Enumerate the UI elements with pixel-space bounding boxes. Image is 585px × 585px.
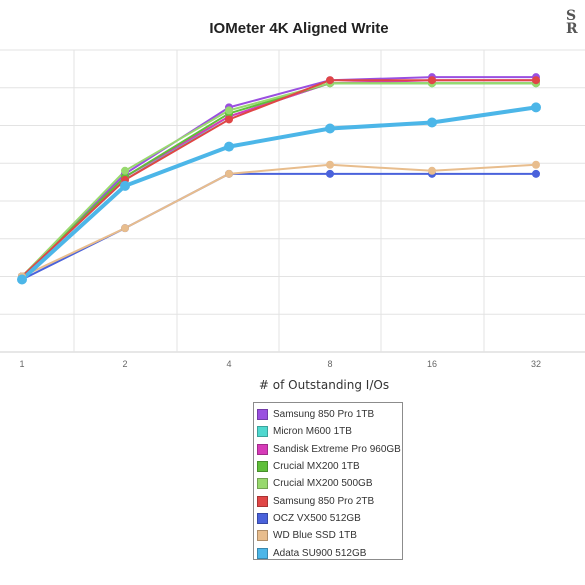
legend-swatch: [257, 426, 268, 438]
series-line: [21, 82, 536, 278]
data-point: [427, 117, 437, 128]
x-axis-label: # of Outstanding I/Os: [259, 378, 389, 392]
legend-label: Micron M600 1TB: [273, 426, 352, 438]
data-point: [225, 115, 233, 124]
data-point: [224, 141, 234, 152]
x-tick-label: 8: [327, 359, 332, 369]
legend-label: Crucial MX200 500GB: [273, 478, 373, 490]
legend-label: Crucial MX200 1TB: [273, 461, 360, 473]
legend-label: OCZ VX500 512GB: [273, 512, 361, 524]
legend-item: Micron M600 1TB: [257, 423, 402, 440]
data-point: [17, 274, 27, 285]
data-point: [531, 102, 541, 113]
x-tick-label: 32: [531, 359, 541, 369]
legend: Samsung 850 Pro 1TB Micron M600 1TB Sandis…: [253, 402, 403, 560]
series-points: [17, 73, 541, 285]
series-line: [21, 163, 537, 278]
x-tick-label: 4: [226, 359, 231, 369]
data-point: [121, 166, 129, 175]
data-point: [325, 123, 335, 134]
series-line: [21, 79, 536, 278]
legend-swatch: [257, 547, 268, 559]
data-point: [428, 166, 436, 175]
legend-label: Adata SU900 512GB: [273, 547, 367, 559]
legend-item: Adata SU900 512GB: [257, 544, 402, 561]
x-tick-label: 16: [427, 359, 437, 369]
x-tick-label: 2: [122, 359, 127, 369]
legend-label: WD Blue SSD 1TB: [273, 530, 357, 542]
legend-item: OCZ VX500 512GB: [257, 510, 402, 527]
legend-item: Sandisk Extreme Pro 960GB: [257, 441, 402, 458]
legend-label: Samsung 850 Pro 2TB: [273, 495, 375, 507]
legend-swatch: [257, 495, 268, 507]
data-point: [326, 76, 334, 85]
data-point: [428, 76, 436, 85]
legend-label: Samsung 850 Pro 1TB: [273, 409, 375, 421]
series-line: [20, 105, 537, 281]
data-point: [532, 76, 540, 85]
series-line: [21, 76, 536, 278]
data-point: [532, 160, 540, 169]
legend-swatch: [257, 443, 268, 455]
data-point: [225, 106, 233, 115]
legend-item: Samsung 850 Pro 1TB: [257, 406, 402, 423]
x-tick-label: 1: [19, 359, 24, 369]
data-point: [225, 169, 233, 178]
legend-item: Crucial MX200 1TB: [257, 458, 402, 475]
data-point: [326, 160, 334, 169]
data-point: [532, 169, 540, 178]
x-tick-labels: 1 2 4 8 16 32: [19, 359, 541, 369]
data-point: [120, 180, 130, 191]
legend-swatch: [257, 478, 268, 490]
legend-label: Sandisk Extreme Pro 960GB: [273, 443, 401, 455]
grid: [0, 49, 585, 353]
legend-item: Crucial MX200 500GB: [257, 475, 402, 492]
legend-swatch: [257, 512, 268, 524]
legend-swatch: [257, 461, 268, 473]
legend-swatch: [257, 409, 268, 421]
chart-title: IOMeter 4K Aligned Write: [209, 20, 388, 37]
legend-swatch: [257, 530, 268, 542]
data-point: [326, 169, 334, 178]
series-lines: [20, 76, 537, 281]
data-point: [121, 224, 129, 233]
legend-item: Samsung 850 Pro 2TB: [257, 492, 402, 509]
legend-item: WD Blue SSD 1TB: [257, 527, 402, 544]
